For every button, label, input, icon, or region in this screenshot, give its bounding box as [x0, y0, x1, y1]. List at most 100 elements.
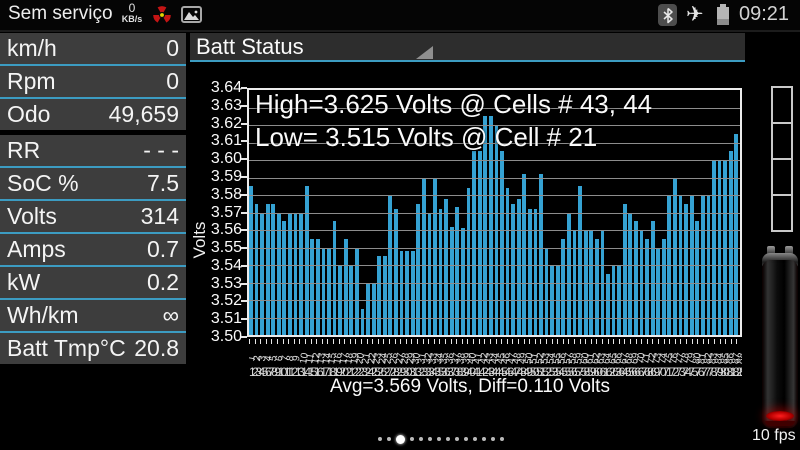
data-rate: 0 KB/s [119, 2, 145, 24]
y-tick-mark [241, 140, 247, 143]
page-dot[interactable] [491, 437, 495, 441]
y-tick-mark [241, 264, 247, 267]
y-tick-mark [241, 336, 247, 338]
bar-cell-4 [265, 203, 270, 335]
page-dot[interactable] [482, 437, 486, 441]
x-tick-mark [551, 339, 553, 344]
x-tick-mark [579, 339, 581, 344]
page-dot[interactable] [378, 437, 382, 441]
bar-cell-65 [606, 273, 610, 335]
bar-cell-22 [366, 282, 370, 335]
gauge-segment [771, 158, 793, 196]
page-dot[interactable] [446, 437, 450, 441]
gauge-row-speed[interactable]: km/h 0 [0, 33, 186, 66]
x-tick-mark [428, 339, 430, 344]
gauge-label: SoC % [7, 170, 79, 196]
y-tick-label: 3.55 [210, 239, 242, 257]
data-rate-unit: KB/s [121, 14, 143, 24]
x-tick-mark [506, 339, 508, 344]
gauge-row-amps[interactable]: Amps 0.7 [0, 234, 186, 267]
y-axis-labels: 3.64 3.63 3.62 3.61 3.60 3.59 3.58 3.57 3.56 3.55… [190, 79, 242, 345]
page-dot[interactable] [455, 437, 459, 441]
gauge-row-batt-temp[interactable]: Batt Tmp°C 20.8 [0, 333, 186, 366]
bar-cell-60 [578, 186, 582, 335]
gauge-segment [771, 194, 793, 232]
gauge-row-rr[interactable]: RR - - - [0, 135, 186, 168]
gauge-label: kW [7, 269, 41, 295]
gridline [249, 125, 740, 126]
x-tick-mark [702, 339, 704, 344]
page-dot[interactable] [437, 437, 441, 441]
gauge-label: Rpm [7, 68, 56, 94]
gridline [249, 212, 740, 214]
page-dot[interactable] [387, 437, 391, 441]
x-tick-mark [669, 339, 671, 344]
gauge-label: RR [7, 137, 41, 163]
fps-counter: 10 fps [752, 427, 796, 444]
x-tick-mark [613, 339, 615, 344]
gauge-row-rpm[interactable]: Rpm 0 [0, 66, 186, 99]
x-tick-mark [685, 339, 687, 344]
status-bar: Sem serviço 0 KB/s [0, 0, 800, 32]
gauge-row-whkm[interactable]: Wh/km ∞ [0, 300, 186, 333]
x-tick-mark [450, 339, 452, 344]
y-tick-mark [241, 104, 247, 107]
gauge-value: 0.2 [147, 269, 179, 295]
bar-cell-79 [684, 203, 688, 335]
y-tick-mark [241, 282, 247, 285]
page-dot-active[interactable] [396, 434, 405, 444]
page-dot[interactable] [473, 437, 477, 441]
x-tick-mark [708, 339, 710, 344]
bar-cell-69 [628, 212, 633, 335]
x-tick-mark [557, 339, 559, 344]
x-tick-mark [573, 339, 575, 344]
x-tick-mark [540, 339, 542, 344]
x-tick-mark [545, 339, 547, 344]
data-rate-value: 0 [128, 1, 136, 15]
bar-cell-72 [645, 238, 649, 335]
bar-cell-21 [360, 308, 365, 335]
bar-cell-34 [433, 177, 437, 335]
x-tick-mark [484, 339, 486, 344]
bar-cell-24 [377, 256, 382, 335]
y-tick-mark [241, 229, 247, 232]
x-tick-mark [601, 339, 603, 344]
gauge-value: 7.5 [147, 170, 179, 196]
chart-panel: Batt Status Volts 3.64 3.63 3.62 3.61 3.60 3.… [190, 33, 745, 450]
x-tick-mark [473, 339, 475, 344]
bar-cell-75 [661, 238, 666, 335]
gauge-label: Amps [7, 236, 66, 262]
x-tick-mark [372, 339, 374, 344]
x-tick-mark [400, 339, 402, 344]
bar-cell-39 [461, 228, 465, 335]
y-tick-label: 3.62 [210, 114, 242, 132]
airplane-mode-icon: ✈ [686, 3, 704, 26]
gauge-segment [771, 86, 793, 124]
gauge-row-volts[interactable]: Volts 314 [0, 201, 186, 234]
gauge-segment [771, 122, 793, 160]
x-tick-mark [517, 339, 519, 344]
x-tick-mark [461, 339, 463, 344]
gauge-row-odometer[interactable]: Odo 49,659 [0, 99, 186, 132]
page-dot[interactable] [500, 437, 504, 441]
bar-cell-68 [622, 203, 627, 335]
page-dot[interactable] [419, 437, 423, 441]
bar-cell-49 [516, 198, 521, 335]
bar-cell-47 [505, 188, 510, 335]
chart-mode-spinner[interactable]: Batt Status [190, 33, 745, 62]
gauge-row-kw[interactable]: kW 0.2 [0, 267, 186, 300]
gauge-row-soc[interactable]: SoC % 7.5 [0, 168, 186, 201]
x-tick-mark [321, 339, 323, 344]
bar-cell-88 [734, 133, 739, 335]
page-dot[interactable] [410, 437, 414, 441]
page-dot[interactable] [428, 437, 432, 441]
page-indicator[interactable] [378, 434, 504, 444]
x-tick-mark [355, 339, 357, 344]
chart-title: Batt Status [196, 34, 304, 59]
page-dot[interactable] [464, 437, 468, 441]
y-tick-label: 3.59 [210, 167, 242, 185]
high-annotation: High=3.625 Volts @ Cells # 43, 44 [255, 89, 653, 119]
bar-cell-48 [511, 203, 516, 335]
bar-cell-36 [444, 198, 449, 335]
